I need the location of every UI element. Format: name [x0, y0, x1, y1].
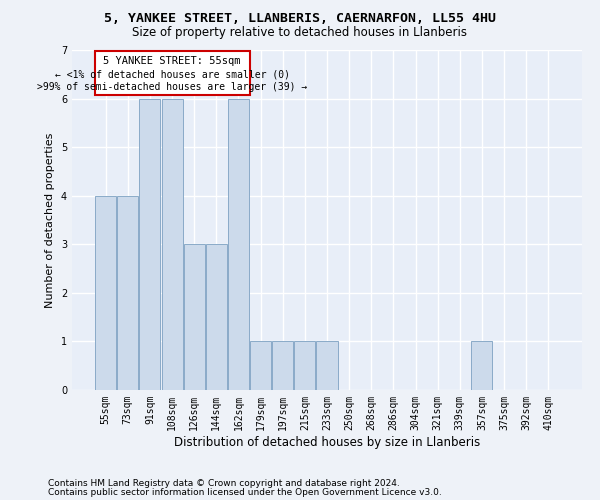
X-axis label: Distribution of detached houses by size in Llanberis: Distribution of detached houses by size …	[174, 436, 480, 448]
Text: Size of property relative to detached houses in Llanberis: Size of property relative to detached ho…	[133, 26, 467, 39]
Y-axis label: Number of detached properties: Number of detached properties	[46, 132, 55, 308]
Bar	[228, 98, 249, 390]
Bar	[206, 244, 227, 390]
Bar	[272, 342, 293, 390]
Text: Contains public sector information licensed under the Open Government Licence v3: Contains public sector information licen…	[48, 488, 442, 497]
Text: Contains HM Land Registry data © Crown copyright and database right 2024.: Contains HM Land Registry data © Crown c…	[48, 478, 400, 488]
Bar	[139, 98, 160, 390]
Bar	[295, 342, 316, 390]
Bar	[184, 244, 205, 390]
Text: >99% of semi-detached houses are larger (39) →: >99% of semi-detached houses are larger …	[37, 82, 307, 92]
Text: 5 YANKEE STREET: 55sqm: 5 YANKEE STREET: 55sqm	[103, 56, 241, 66]
Bar	[118, 196, 139, 390]
Text: ← <1% of detached houses are smaller (0): ← <1% of detached houses are smaller (0)	[55, 70, 290, 80]
Bar	[316, 342, 338, 390]
Bar	[250, 342, 271, 390]
Bar	[95, 196, 116, 390]
Bar	[472, 342, 493, 390]
FancyBboxPatch shape	[95, 52, 250, 94]
Bar	[161, 98, 182, 390]
Text: 5, YANKEE STREET, LLANBERIS, CAERNARFON, LL55 4HU: 5, YANKEE STREET, LLANBERIS, CAERNARFON,…	[104, 12, 496, 26]
